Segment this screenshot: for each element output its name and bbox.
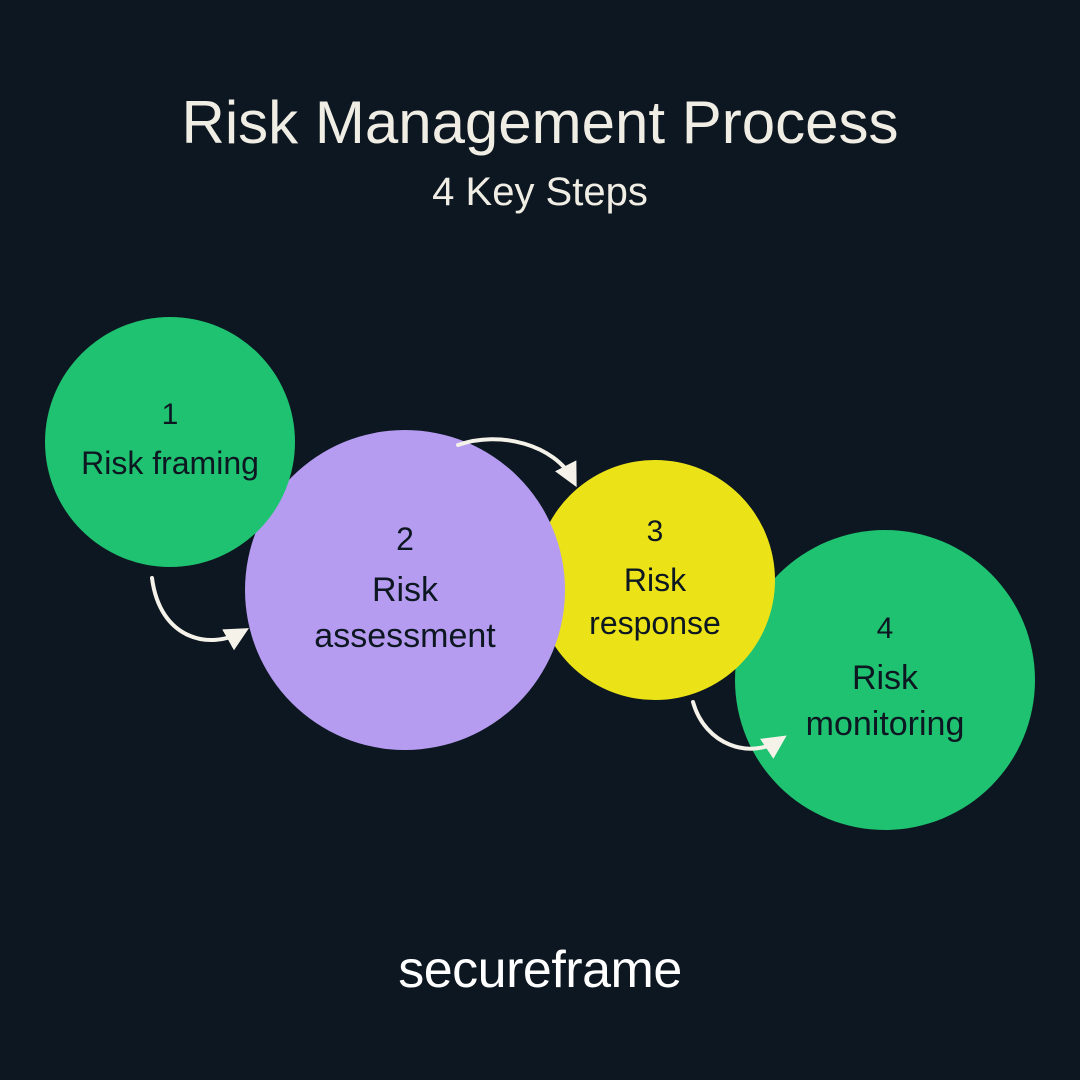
step-number: 2 (396, 521, 414, 558)
step-circle-4: 4 Riskmonitoring (735, 530, 1035, 830)
step-label: Risk framing (81, 442, 259, 485)
step-circle-3: 3 Riskresponse (535, 460, 775, 700)
step-label: Riskresponse (589, 559, 721, 645)
step-circle-1: 1 Risk framing (45, 317, 295, 567)
step-number: 1 (162, 398, 179, 432)
page-subtitle: 4 Key Steps (0, 170, 1080, 215)
step-label: Riskmonitoring (806, 656, 965, 748)
connector-arrow-1 (152, 578, 242, 640)
brand-logo: secureframe (0, 940, 1080, 1000)
step-label: Riskassessment (314, 568, 495, 660)
page-title: Risk Management Process (0, 88, 1080, 157)
step-circle-2: 2 Riskassessment (245, 430, 565, 750)
step-number: 3 (647, 515, 664, 549)
step-number: 4 (877, 612, 894, 646)
